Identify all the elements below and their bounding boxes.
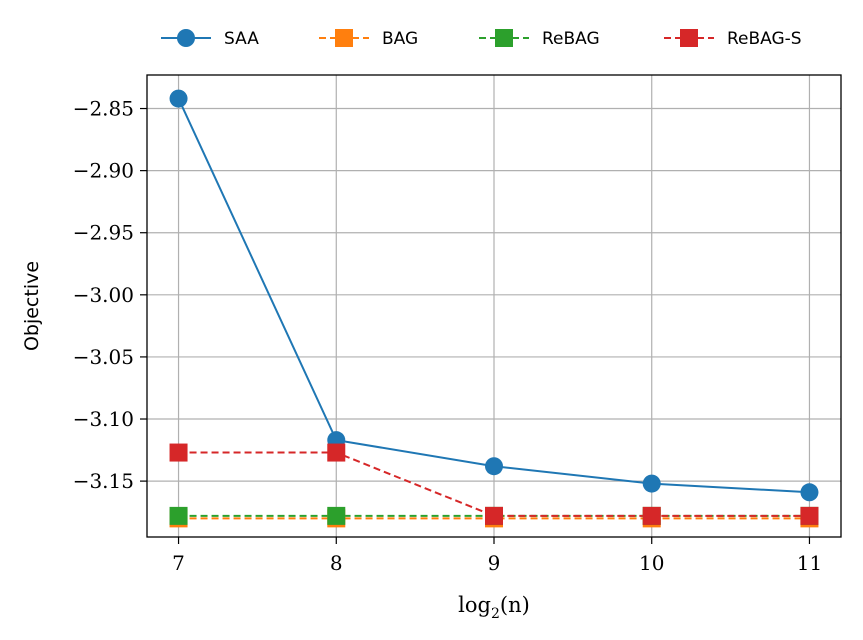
legend-item-saa: SAA: [161, 29, 259, 49]
data-point-saa: [800, 483, 819, 502]
legend-marker: [495, 29, 513, 47]
x-tick-label: 10: [639, 551, 664, 575]
legend-marker: [177, 29, 195, 47]
data-point-rebag: [169, 506, 188, 525]
y-tick-label: −2.95: [73, 221, 134, 245]
y-tick-label: −3.00: [73, 283, 134, 307]
x-tick-label: 9: [488, 551, 501, 575]
legend-item-rebag: ReBAG: [479, 29, 600, 49]
series-markers: [169, 89, 819, 528]
x-tick-label: 11: [797, 551, 822, 575]
data-point-rebag: [327, 506, 346, 525]
y-tick-label: −3.10: [73, 407, 134, 431]
x-tick-label: 7: [172, 551, 185, 575]
y-tick-label: −3.15: [73, 469, 134, 493]
legend-item-rebag-s: ReBAG-S: [664, 29, 802, 49]
x-axis-label-argument: (n): [500, 593, 530, 617]
data-point-saa: [169, 89, 188, 108]
legend-marker: [680, 29, 698, 47]
data-point-rebag-s: [327, 443, 346, 462]
legend-marker: [335, 29, 353, 47]
legend-label: ReBAG: [542, 29, 600, 49]
x-axis-label-base: log: [458, 593, 491, 617]
data-point-rebag-s: [169, 443, 188, 462]
legend-label: SAA: [224, 29, 259, 49]
y-tick-label: −2.85: [73, 97, 134, 121]
x-axis-label: log2(n): [458, 593, 530, 622]
axis-ticks: [140, 107, 811, 544]
grid: [147, 75, 841, 537]
x-axis-label-subscript: 2: [491, 606, 500, 622]
data-point-saa: [485, 457, 503, 476]
legend: SAA BAG ReBAG ReBAG-S: [161, 29, 802, 49]
data-point-rebag-s: [800, 506, 819, 525]
legend-label: ReBAG-S: [727, 29, 802, 49]
data-point-rebag-s: [485, 506, 503, 525]
series-line-rebag-s: [178, 451, 810, 517]
legend-label: BAG: [382, 29, 418, 49]
legend-item-bag: BAG: [319, 29, 418, 49]
y-axis-label: Objective: [21, 261, 43, 351]
tick-labels: 7 8 9 10 11 −2.85 −2.90 −2.95 −3.00 −3.05 −3.10 −3.…: [73, 97, 822, 575]
x-tick-label: 8: [330, 551, 343, 575]
data-point-saa: [642, 474, 661, 493]
y-tick-label: −3.05: [73, 345, 134, 369]
y-tick-label: −2.90: [73, 159, 134, 183]
data-point-rebag-s: [642, 506, 661, 525]
